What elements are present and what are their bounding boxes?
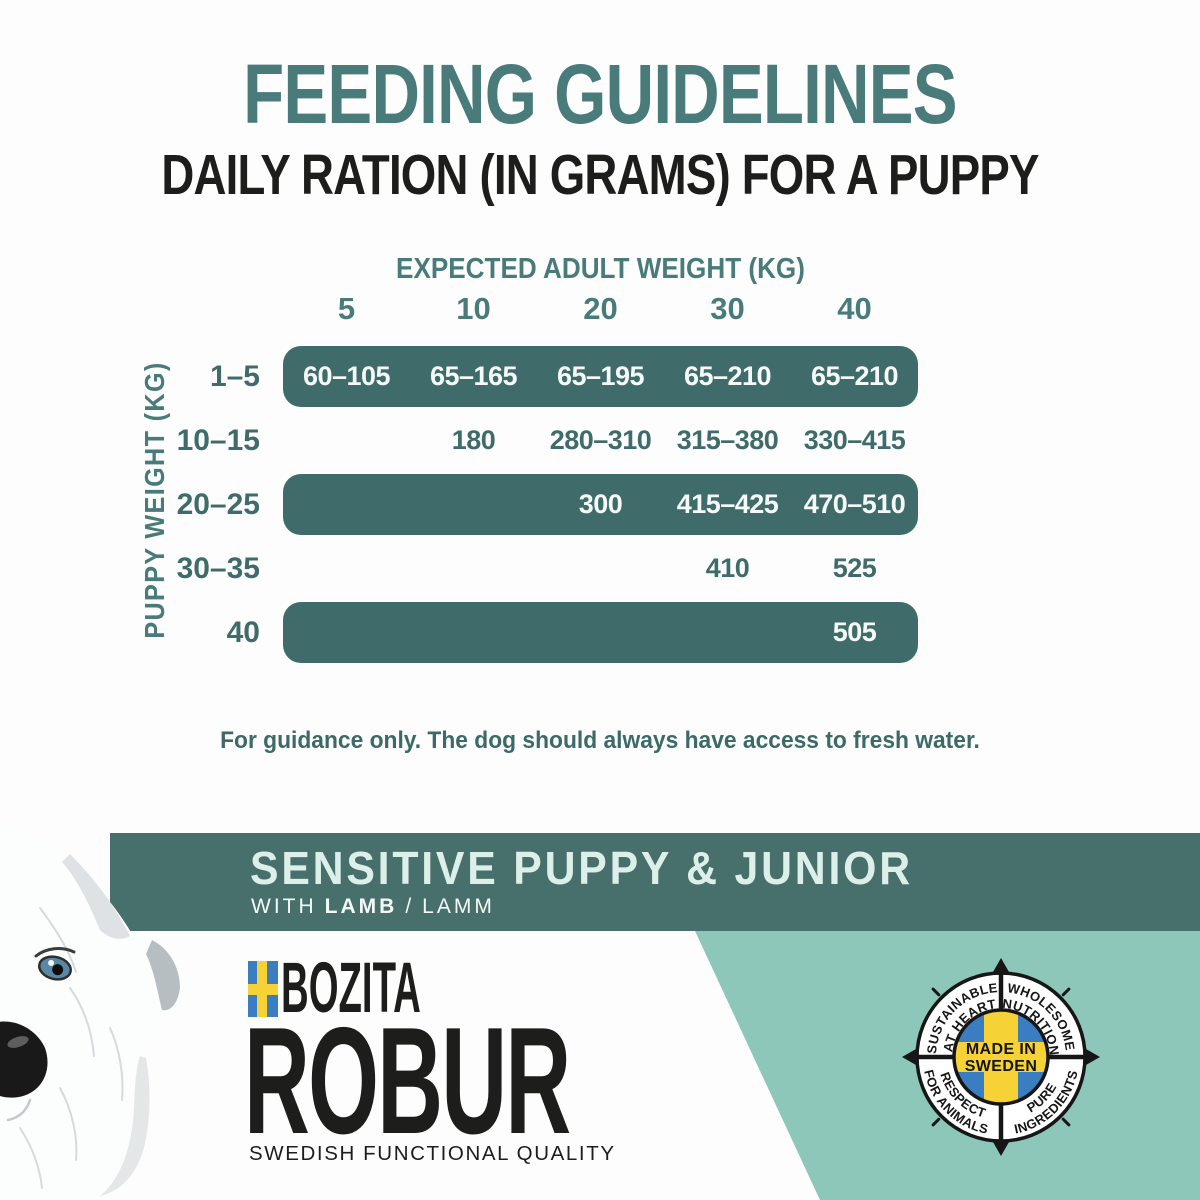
row-values: 505 bbox=[283, 602, 918, 663]
page-title: FEEDING GUIDELINES bbox=[243, 47, 957, 141]
row-values: 60–105 65–165 65–195 65–210 65–210 bbox=[283, 346, 918, 407]
table-row: 40 505 bbox=[0, 602, 1200, 663]
compass-arrow-west-icon bbox=[902, 1049, 916, 1065]
brand-line: ROBUR bbox=[244, 996, 571, 1166]
made-in-sweden-badge: SUSTAINABLE AT HEART WHOLESOME NUTRITION… bbox=[902, 958, 1100, 1156]
table-cell: 415–425 bbox=[676, 489, 779, 519]
table-cell: 180 bbox=[451, 425, 496, 455]
brand-tagline: SWEDISH FUNCTIONAL QUALITY bbox=[249, 1142, 616, 1165]
compass-arrow-south-icon bbox=[993, 1142, 1009, 1156]
column-header: 30 bbox=[710, 291, 745, 326]
table-cell: 60–105 bbox=[302, 361, 391, 391]
row-values: 410 525 bbox=[283, 538, 918, 599]
table-cell: 505 bbox=[832, 617, 877, 647]
row-values: 180 280–310 315–380 330–415 bbox=[283, 410, 918, 471]
compass-arrow-east-icon bbox=[1086, 1049, 1100, 1065]
column-header: 10 bbox=[456, 291, 491, 326]
table-cell: 300 bbox=[578, 489, 623, 519]
puppy-photo bbox=[0, 822, 185, 1200]
row-label: 10–15 bbox=[176, 424, 260, 457]
variant-name-alt: LAMM bbox=[422, 895, 495, 918]
table-cell bbox=[283, 474, 410, 535]
brand-name: BOZITA bbox=[281, 949, 421, 1028]
column-headers: 5 10 20 30 40 bbox=[283, 291, 918, 327]
table-cell: 470–510 bbox=[803, 489, 906, 519]
table-cell: 280–310 bbox=[549, 425, 652, 455]
column-header: 5 bbox=[337, 291, 356, 326]
table-cell bbox=[410, 602, 537, 663]
row-label: 20–25 bbox=[176, 488, 260, 521]
product-banner: SENSITIVE PUPPY & JUNIOR WITH LAMB / LAMM bbox=[110, 833, 1200, 931]
compass-ticks bbox=[931, 987, 1071, 1127]
table-cell: 65–195 bbox=[556, 361, 645, 391]
row-label: 1–5 bbox=[209, 360, 260, 393]
table-cell: 65–210 bbox=[810, 361, 899, 391]
table-cell: 525 bbox=[832, 553, 877, 583]
badge-center-line1: MADE IN bbox=[966, 1041, 1036, 1058]
product-name: SENSITIVE PUPPY & JUNIOR bbox=[250, 842, 913, 894]
table-cell bbox=[283, 538, 410, 599]
variant-name: LAMB bbox=[324, 895, 398, 918]
table-cell bbox=[410, 474, 537, 535]
table-cell bbox=[283, 602, 410, 663]
table-cell bbox=[410, 538, 537, 599]
table-row: 30–35 410 525 bbox=[0, 538, 1200, 599]
flag-disc bbox=[954, 1010, 1048, 1104]
table-row: 1–5 60–105 65–165 65–195 65–210 65–210 bbox=[0, 346, 1200, 407]
table-cell: 315–380 bbox=[676, 425, 779, 455]
table-cell: 65–165 bbox=[429, 361, 518, 391]
row-values: 300 415–425 470–510 bbox=[283, 474, 918, 535]
swedish-flag-icon bbox=[248, 961, 278, 1017]
column-header: 40 bbox=[837, 291, 872, 326]
compass-arrow-north-icon bbox=[993, 958, 1009, 972]
page-subtitle: DAILY RATION (IN GRAMS) FOR A PUPPY bbox=[161, 143, 1039, 207]
column-axis-title: EXPECTED ADULT WEIGHT (KG) bbox=[396, 253, 805, 285]
table-row: 10–15 180 280–310 315–380 330–415 bbox=[0, 410, 1200, 471]
quadrant-dividers bbox=[917, 973, 1085, 1141]
table-cell: 410 bbox=[705, 553, 750, 583]
badge-center-line2: SWEDEN bbox=[965, 1058, 1038, 1075]
table-cell bbox=[664, 602, 791, 663]
table-cell bbox=[283, 410, 410, 471]
table-cell bbox=[537, 602, 664, 663]
row-label: 40 bbox=[226, 616, 260, 649]
table-cell: 65–210 bbox=[683, 361, 772, 391]
column-header: 20 bbox=[583, 291, 618, 326]
table-row: 20–25 300 415–425 470–510 bbox=[0, 474, 1200, 535]
table-cell bbox=[537, 538, 664, 599]
row-label: 30–35 bbox=[176, 552, 260, 585]
variant-separator: / bbox=[405, 895, 415, 918]
variant-with-label: WITH bbox=[251, 895, 317, 918]
guidance-note: For guidance only. The dog should always… bbox=[220, 727, 980, 754]
product-variant: WITH LAMB / LAMM bbox=[251, 895, 495, 919]
table-cell: 330–415 bbox=[803, 425, 906, 455]
